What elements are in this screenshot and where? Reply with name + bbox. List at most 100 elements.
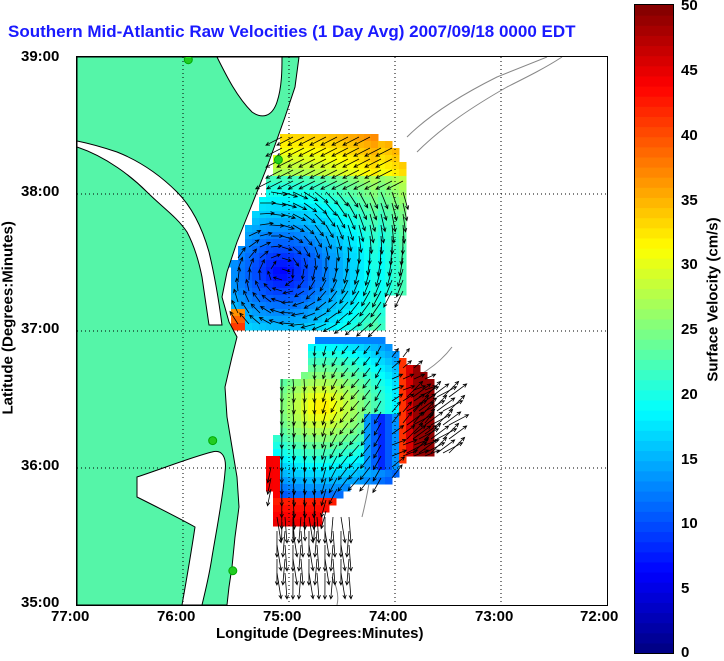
velocity-cell (399, 176, 407, 184)
velocity-cell (294, 302, 302, 310)
velocity-cell (322, 218, 330, 226)
colorbar-ticks: 50 45 40 35 30 25 20 15 10 5 0 (634, 0, 698, 661)
velocity-cell (350, 449, 358, 457)
velocity-cell (336, 204, 344, 212)
outer-banks-lagoon (228, 382, 246, 605)
velocity-cell (294, 232, 302, 240)
velocity-cell (357, 407, 365, 415)
velocity-cell (273, 281, 281, 289)
velocity-cell (371, 456, 379, 464)
velocity-cell (385, 463, 393, 471)
velocity-cell (399, 225, 407, 233)
velocity-arrow (320, 158, 338, 168)
velocity-arrow (348, 544, 353, 572)
velocity-arrow (292, 530, 299, 558)
velocity-cell (294, 463, 302, 471)
velocity-cell (280, 414, 288, 422)
velocity-arrow (442, 400, 464, 412)
velocity-cell (364, 232, 372, 240)
velocity-cell (294, 295, 302, 303)
velocity-cell (287, 421, 295, 429)
velocity-cell (315, 519, 323, 527)
velocity-arrow (276, 516, 283, 544)
velocity-arrow (311, 268, 316, 282)
velocity-cell (315, 456, 323, 464)
velocity-cell (329, 288, 337, 296)
velocity-cell (280, 288, 288, 296)
velocity-cell (378, 386, 386, 394)
velocity-arrow (347, 477, 360, 492)
velocity-arrow (276, 136, 294, 146)
velocity-arrow (358, 202, 367, 221)
velocity-arrow (402, 439, 418, 446)
velocity-arrow (302, 521, 308, 542)
velocity-cell (364, 344, 372, 352)
velocity-arrow (331, 367, 338, 379)
velocity-cell (357, 148, 365, 156)
velocity-cell (301, 267, 309, 275)
velocity-cell (343, 484, 351, 492)
velocity-arrow (302, 411, 307, 427)
velocity-cell (343, 358, 351, 366)
velocity-cell (357, 365, 365, 373)
velocity-arrow (303, 246, 311, 258)
velocity-arrow (281, 257, 292, 262)
velocity-cell (364, 463, 372, 471)
velocity-cell (364, 407, 372, 415)
velocity-cell (238, 260, 246, 268)
velocity-arrow (391, 347, 399, 358)
velocity-cell (378, 414, 386, 422)
velocity-cell (280, 183, 288, 191)
velocity-cell (315, 498, 323, 506)
velocity-cell (392, 281, 400, 289)
velocity-arrow (391, 373, 404, 380)
velocity-arrow (284, 572, 289, 600)
velocity-cell (294, 505, 302, 513)
velocity-cell (329, 267, 337, 275)
velocity-cell (364, 225, 372, 233)
velocity-cell (315, 281, 323, 289)
velocity-cell (336, 372, 344, 380)
colorbar-label: Surface Velocity (cm/s) (704, 217, 722, 382)
velocity-cell (287, 512, 295, 520)
velocity-cell (343, 365, 351, 373)
velocity-cell (308, 351, 316, 359)
velocity-cell (371, 162, 379, 170)
velocity-arrow (358, 235, 363, 254)
velocity-cell (259, 239, 267, 247)
velocity-arrow (314, 191, 329, 204)
velocity-arrow (336, 202, 348, 218)
velocity-arrow (402, 360, 412, 369)
colorbar-band (635, 491, 673, 502)
velocity-cell (371, 260, 379, 268)
velocity-arrow (361, 290, 371, 307)
velocity-arrow (301, 312, 316, 319)
velocity-cell (329, 190, 337, 198)
velocity-arrow (292, 224, 305, 232)
velocity-cell (350, 351, 358, 359)
velocity-cell (301, 281, 309, 289)
velocity-arrow (364, 158, 382, 168)
velocity-cell (315, 386, 323, 394)
velocity-arrow (349, 422, 360, 435)
velocity-cell (336, 491, 344, 499)
velocity-cell (329, 414, 337, 422)
velocity-cell (315, 225, 323, 233)
velocity-cell (308, 134, 316, 142)
velocity-cell (336, 358, 344, 366)
velocity-arrow (413, 385, 427, 391)
velocity-arrow (270, 297, 283, 303)
velocity-cell (399, 449, 407, 457)
velocity-arrow (391, 449, 408, 457)
velocity-cell (315, 183, 323, 191)
velocity-cell (378, 379, 386, 387)
velocity-cell (385, 442, 393, 450)
velocity-cell (329, 498, 337, 506)
velocity-cell (322, 176, 330, 184)
velocity-arrow (303, 213, 316, 224)
velocity-cell (350, 393, 358, 401)
velocity-arrow (297, 572, 302, 600)
velocity-arrow (342, 180, 360, 190)
velocity-cell (280, 281, 288, 289)
velocity-cell (357, 351, 365, 359)
